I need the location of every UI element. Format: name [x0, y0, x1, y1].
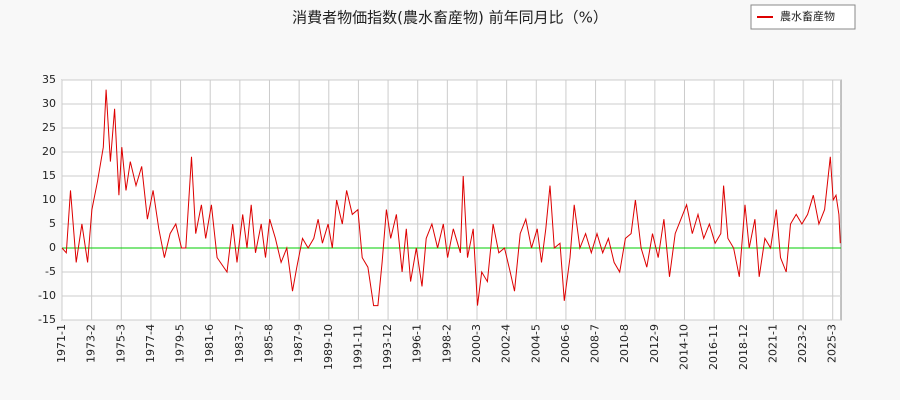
- y-tick-label: 10: [42, 193, 56, 206]
- x-tick-label: 1977-4: [144, 324, 157, 363]
- y-tick-label: 20: [42, 145, 56, 158]
- x-tick-label: 2012-9: [648, 324, 661, 363]
- x-tick-label: 1979-5: [174, 324, 187, 363]
- x-tick-label: 2002-4: [500, 324, 513, 363]
- x-tick-label: 2018-12: [737, 324, 750, 370]
- x-tick-label: 2021-1: [766, 324, 779, 363]
- y-tick-label: 0: [49, 241, 56, 254]
- x-tick-label: 1989-10: [322, 324, 335, 370]
- y-tick-label: -10: [38, 289, 56, 302]
- y-tick-label: -15: [38, 313, 56, 326]
- x-tick-label: 1973-2: [85, 324, 98, 363]
- x-tick-label: 1985-8: [262, 324, 275, 363]
- x-tick-label: 2016-11: [707, 324, 720, 370]
- y-tick-label: 25: [42, 121, 56, 134]
- x-tick-label: 2025-3: [826, 324, 839, 363]
- series-line: [61, 89, 841, 307]
- x-tick-label: 2004-5: [529, 324, 542, 363]
- x-tick-label: 2008-7: [589, 324, 602, 363]
- x-tick-label: 1971-1: [55, 324, 68, 363]
- y-tick-label: 15: [42, 169, 56, 182]
- legend-label: 農水畜産物: [780, 9, 835, 23]
- x-tick-label: 1991-11: [351, 324, 364, 370]
- y-tick-label: 30: [42, 97, 56, 110]
- y-tick-label: -5: [45, 265, 56, 278]
- x-tick-label: 1987-9: [292, 324, 305, 363]
- x-tick-label: 2010-8: [618, 324, 631, 363]
- x-tick-label: 1993-12: [381, 324, 394, 370]
- x-tick-label: 2006-6: [559, 324, 572, 363]
- x-tick-label: 1996-1: [411, 324, 424, 363]
- x-tick-label: 1981-6: [203, 324, 216, 363]
- y-tick-label: 5: [49, 217, 56, 230]
- x-tick-label: 1975-3: [114, 324, 127, 363]
- x-tick-label: 2000-3: [470, 324, 483, 363]
- x-tick-label: 2014-10: [677, 324, 690, 370]
- chart-title: 消費者物価指数(農水畜産物) 前年同月比（%）: [292, 9, 608, 27]
- x-tick-label: 2023-2: [796, 324, 809, 363]
- x-tick-label: 1998-2: [440, 324, 453, 363]
- y-tick-label: 35: [42, 73, 56, 86]
- x-tick-label: 1983-7: [233, 324, 246, 363]
